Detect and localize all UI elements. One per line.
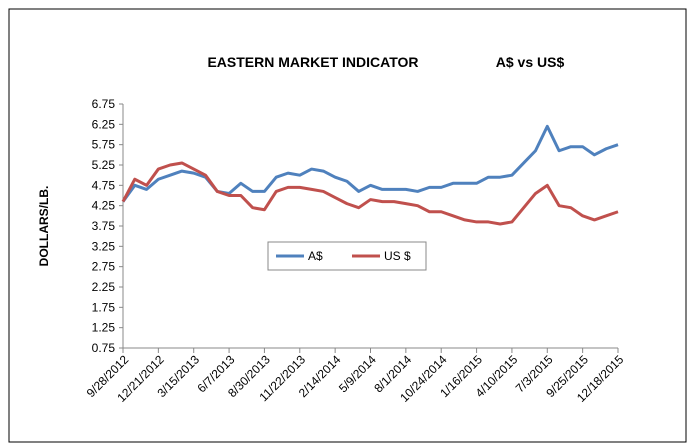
y-tick-label: 5.75 <box>92 138 116 152</box>
y-tick-label: 5.25 <box>92 158 116 172</box>
chart-title: EASTERN MARKET INDICATOR <box>207 54 418 70</box>
y-tick-label: 3.75 <box>92 219 116 233</box>
y-tick-label: 0.75 <box>92 341 116 355</box>
y-tick-label: 4.75 <box>92 178 116 192</box>
chart-subtitle: A$ vs US$ <box>496 54 565 70</box>
y-tick-label: 1.75 <box>92 300 116 314</box>
series-line <box>121 161 619 226</box>
legend-label: US $ <box>384 249 411 263</box>
y-tick-label: 6.25 <box>92 117 116 131</box>
y-tick-label: 3.25 <box>92 239 116 253</box>
legend: A$ US $ <box>267 241 427 271</box>
y-tick-label: 4.25 <box>92 199 116 213</box>
legend-label: A$ <box>308 249 323 263</box>
y-axis-label: DOLLARS/LB. <box>37 186 51 267</box>
y-tick-label: 1.25 <box>92 321 116 335</box>
y-tick-label: 2.25 <box>92 280 116 294</box>
y-tick-label: 6.75 <box>92 97 116 111</box>
y-tick-label: 2.75 <box>92 260 116 274</box>
